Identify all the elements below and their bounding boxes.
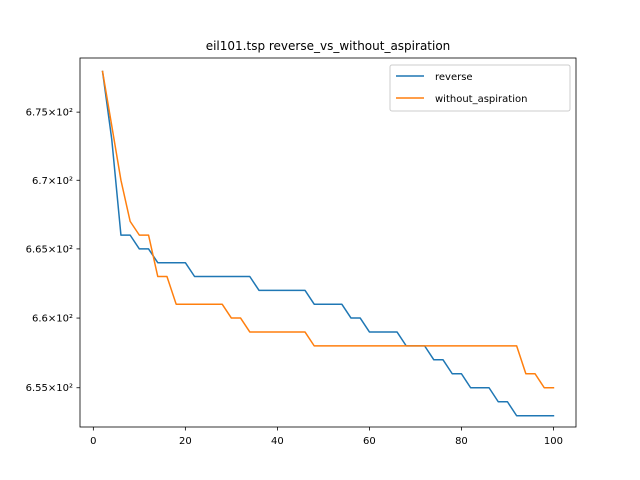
y-tick-label: 6.7×10² [32,176,73,187]
series-line-without-aspiration [101,70,555,389]
x-tick-label: 100 [544,436,563,447]
legend-box [389,64,571,112]
legend: reverse without_aspiration [389,64,571,112]
y-tick-label: 6.55×10² [26,383,73,394]
x-tick-label: 20 [179,436,192,447]
y-tick-label: 6.65×10² [26,244,73,255]
y-tick-label: 6.75×10² [26,108,73,119]
y-tick-label: 6.6×10² [32,314,73,325]
x-tick-label: 60 [363,436,376,447]
axes: 0 20 40 60 80 100 6.55×10² 6.6×10² 6.65×10² 6.7×1… [26,57,577,447]
x-tick-label: 40 [271,436,284,447]
legend-label-reverse: reverse [435,72,473,83]
x-tick-label: 0 [90,436,96,447]
x-tick-label: 80 [455,436,468,447]
axes-frame [79,57,577,428]
chart-title: eil101.tsp reverse_vs_without_aspiration [206,39,451,53]
plot-area [101,70,555,417]
series-line-reverse [101,70,555,417]
legend-label-without-aspiration: without_aspiration [435,94,527,105]
